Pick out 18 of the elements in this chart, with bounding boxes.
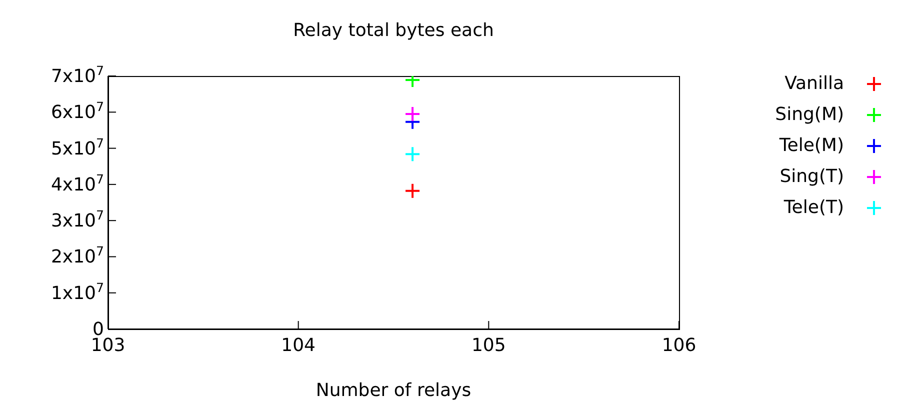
- y-tick-label: 1x10$^{7}$: [50, 279, 104, 304]
- legend-label: Sing(T): [780, 166, 844, 187]
- legend-label: Tele(T): [784, 197, 844, 218]
- y-tick-label: 7x10$^{7}$: [50, 62, 104, 87]
- x-axis-title: Number of relays: [314, 380, 472, 401]
- legend-label: Sing(M): [775, 104, 844, 125]
- y-tick-label: 6x10$^{7}$: [50, 98, 104, 124]
- legend-label: Tele(M): [779, 135, 844, 156]
- x-tick-label: 106: [662, 335, 696, 356]
- y-tick-label: 3x10$^{7}$: [50, 207, 104, 232]
- y-tick-label: 5x10$^{7}$: [50, 134, 104, 160]
- x-tick-label: 103: [90, 335, 126, 356]
- legend-label: Vanilla: [784, 73, 844, 94]
- x-tick-label: 105: [471, 335, 506, 356]
- y-tick-label: 2x10$^{7}$: [50, 243, 104, 268]
- x-tick-label: 104: [281, 335, 316, 356]
- y-tick-label: 4x10$^{7}$: [50, 170, 104, 196]
- chart-title: Relay total bytes each: [292, 20, 495, 41]
